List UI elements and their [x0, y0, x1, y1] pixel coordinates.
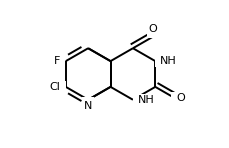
Bar — [132, 94, 148, 105]
Bar — [52, 56, 63, 67]
Text: NH: NH — [160, 56, 176, 66]
Text: O: O — [148, 24, 157, 34]
Bar — [50, 81, 65, 92]
Bar — [147, 27, 158, 38]
Text: F: F — [53, 56, 60, 66]
Bar — [155, 56, 170, 67]
Text: Cl: Cl — [49, 82, 60, 92]
Bar — [171, 92, 183, 103]
Text: NH: NH — [137, 95, 154, 105]
Text: O: O — [176, 93, 184, 103]
Text: N: N — [84, 101, 92, 111]
Bar — [82, 97, 94, 108]
